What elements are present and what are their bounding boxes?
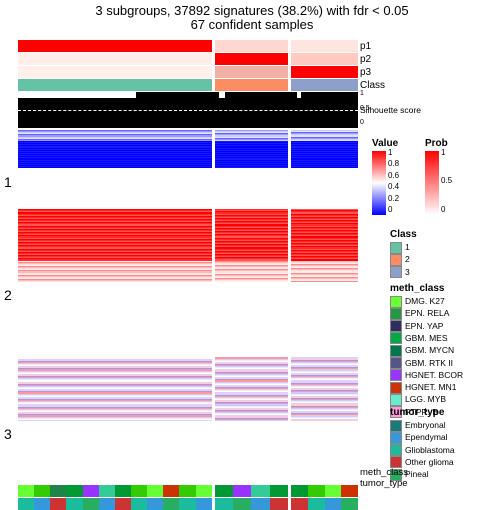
meth-track-label: meth_class — [360, 467, 408, 478]
tumor-leg-title: tumor_type — [390, 408, 455, 419]
class-leg-title: Class — [390, 230, 417, 241]
legend-item: EPN. RELA — [390, 308, 463, 320]
legend-item: Ependymal — [390, 432, 455, 444]
meth-leg-title: meth_class — [390, 284, 463, 295]
title-line2: 67 confident samples — [191, 17, 314, 32]
legend-item: DMG. K27 — [390, 296, 463, 308]
row-group-label: 1 — [4, 174, 12, 190]
tumor-track-label: tumor_type — [360, 478, 408, 489]
silhouette-plot: 10.50 — [18, 92, 358, 128]
legend-item: HGNET. BCOR — [390, 369, 463, 381]
legend-item: 2 — [390, 254, 417, 266]
legend-item: Glioblastoma — [390, 444, 455, 456]
legend-item: 3 — [390, 266, 417, 278]
bottom-track-meth_class — [18, 485, 358, 497]
heatmap — [18, 130, 358, 485]
track-Class — [18, 79, 358, 91]
legend-item: GBM. MES — [390, 332, 463, 344]
row-group-label: 3 — [4, 426, 12, 442]
legend-item: GBM. MYCN — [390, 345, 463, 357]
legend-item: HGNET. MN1 — [390, 382, 463, 394]
prob-gradient — [425, 151, 439, 215]
legend-item: EPN. YAP — [390, 320, 463, 332]
bottom-track-tumor_type — [18, 498, 358, 510]
track-p2 — [18, 53, 358, 65]
track-p3 — [18, 66, 358, 78]
row-group-label: 2 — [4, 287, 12, 303]
title-line1: 3 subgroups, 37892 signatures (38.2%) wi… — [95, 3, 408, 18]
legend-item: 1 — [390, 242, 417, 254]
track-p1 — [18, 40, 358, 52]
legend-item: Embryonal — [390, 420, 455, 432]
track-labels: p1 p2 p3 Class Silhouette score — [360, 40, 421, 117]
legend-item: GBM. RTK II — [390, 357, 463, 369]
value-gradient — [372, 151, 386, 215]
